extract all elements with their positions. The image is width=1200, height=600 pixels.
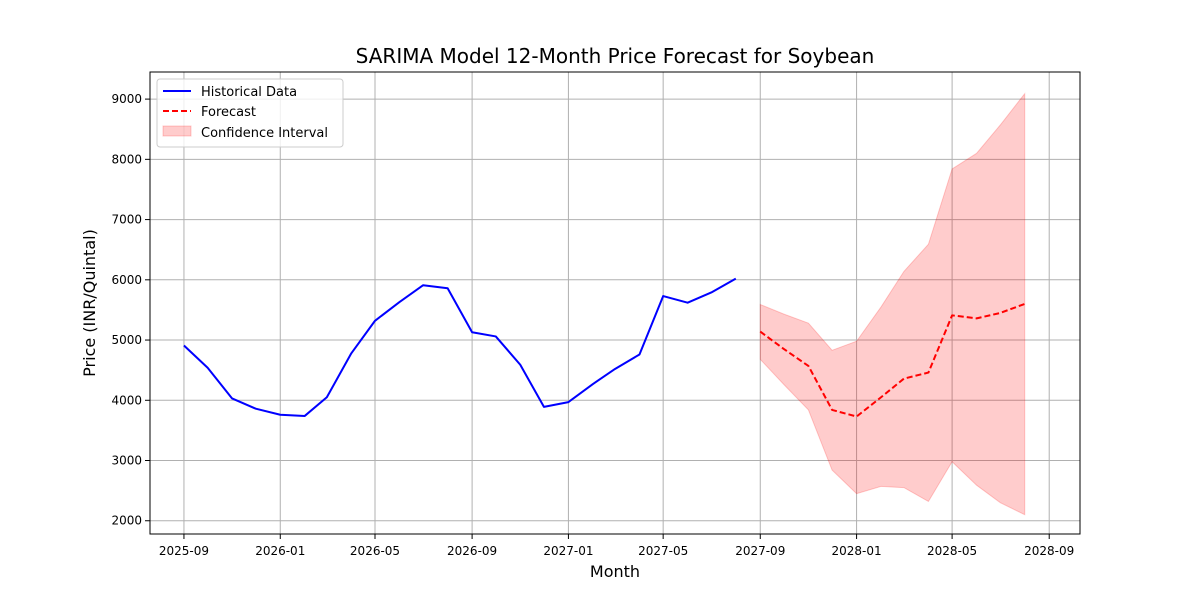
x-tick-label: 2027-05 — [638, 544, 688, 558]
legend: Historical Data Forecast Confidence Inte… — [156, 78, 344, 148]
x-axis-title: Month — [590, 562, 640, 581]
y-tick-label: 5000 — [111, 333, 142, 347]
confidence-interval-layer — [759, 92, 1026, 516]
y-tick-label: 2000 — [111, 514, 142, 528]
x-tick-label: 2027-01 — [543, 544, 593, 558]
legend-ci-swatch — [162, 125, 192, 137]
x-tick-label: 2028-09 — [1024, 544, 1074, 558]
x-tick-label: 2026-09 — [447, 544, 497, 558]
legend-ci-label: Confidence Interval — [201, 126, 328, 141]
legend-box — [156, 78, 344, 148]
x-tick-label: 2027-09 — [735, 544, 785, 558]
y-tick-label: 8000 — [111, 152, 142, 166]
grid-lines — [150, 72, 1080, 534]
plot-area-frame — [149, 71, 1081, 535]
forecast-line — [759, 302, 1026, 418]
historical-data-line — [183, 277, 737, 417]
x-tick-label: 2026-01 — [255, 544, 305, 558]
y-tick-label: 9000 — [111, 92, 142, 106]
x-tick-label: 2026-05 — [350, 544, 400, 558]
y-tick-label: 7000 — [111, 213, 142, 227]
x-axis-ticks: 2025-09 2026-01 2026-05 2026-09 2027-01 2027-… — [159, 534, 1074, 558]
x-tick-label: 2028-05 — [927, 544, 977, 558]
legend-historical-label: Historical Data — [201, 85, 297, 100]
series-layer — [183, 277, 1026, 418]
y-tick-label: 6000 — [111, 273, 142, 287]
chart-title: SARIMA Model 12-Month Price Forecast for… — [356, 44, 875, 68]
y-axis-title: Price (INR/Quintal) — [80, 229, 99, 377]
y-axis-ticks: 2000 3000 4000 5000 6000 7000 8000 9000 — [111, 92, 150, 528]
legend-forecast-label: Forecast — [201, 105, 256, 120]
confidence-interval-band — [759, 92, 1026, 516]
x-tick-label: 2028-01 — [832, 544, 882, 558]
y-tick-label: 3000 — [111, 454, 142, 468]
y-tick-label: 4000 — [111, 393, 142, 407]
x-tick-label: 2025-09 — [159, 544, 209, 558]
